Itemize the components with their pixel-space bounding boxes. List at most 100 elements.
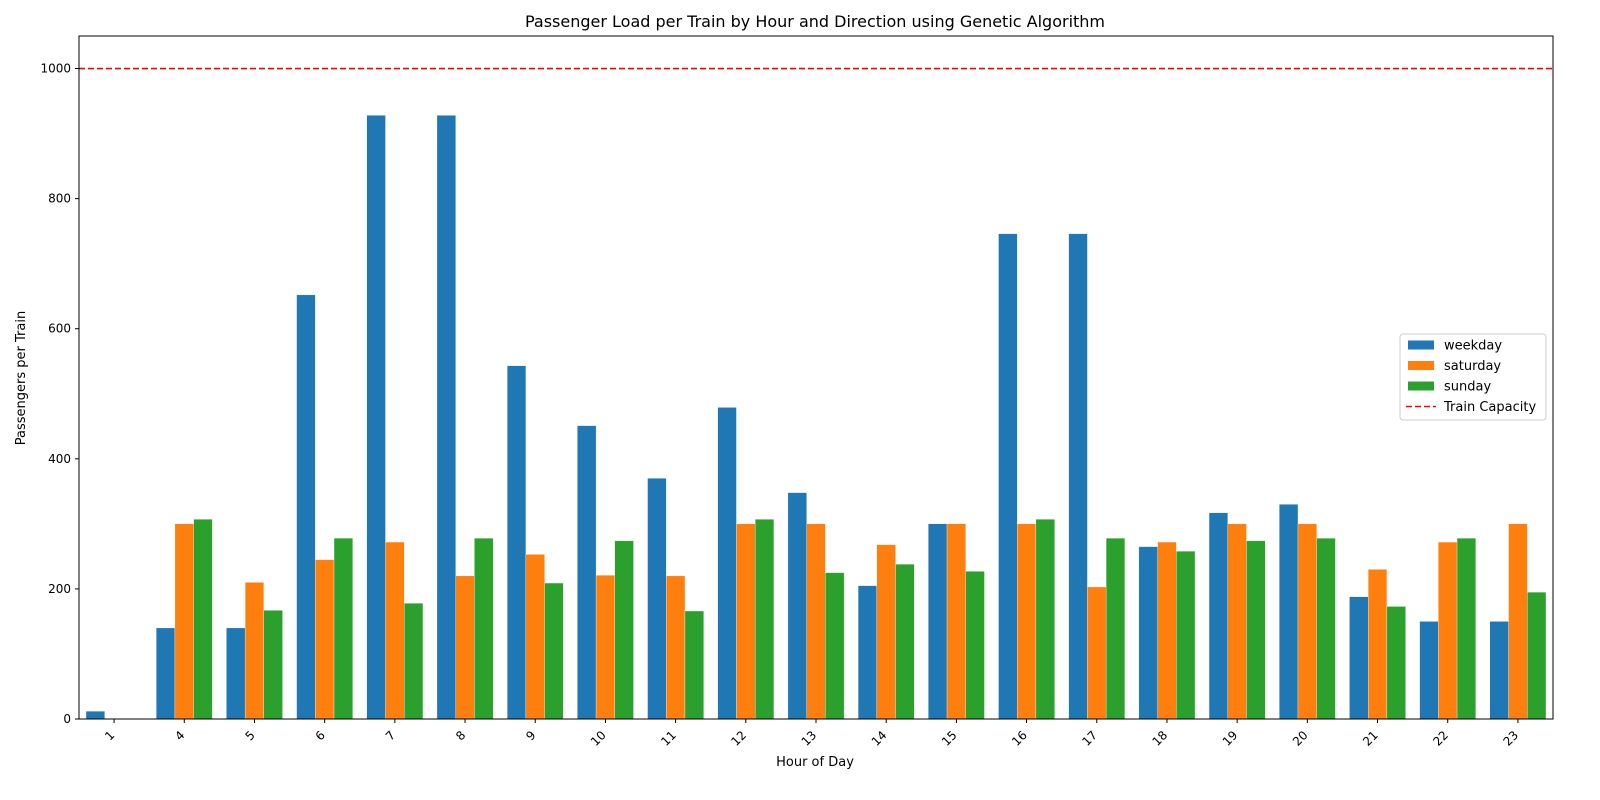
bar-weekday-8: [436, 115, 456, 720]
x-tick-label: 22: [1430, 728, 1451, 749]
bar-saturday-6: [315, 559, 335, 720]
legend-label: saturday: [1444, 359, 1501, 374]
bar-saturday-10: [595, 575, 615, 720]
bar-saturday-9: [525, 554, 545, 720]
bar-sunday-13: [825, 572, 845, 720]
bar-saturday-20: [1297, 523, 1317, 720]
bar-weekday-5: [226, 627, 246, 720]
bar-saturday-7: [385, 541, 405, 720]
bar-weekday-14: [857, 585, 877, 720]
bar-weekday-6: [296, 294, 316, 720]
bar-saturday-18: [1157, 541, 1177, 720]
x-tick-label: 16: [1009, 728, 1030, 749]
bar-weekday-23: [1489, 621, 1509, 720]
bar-weekday-19: [1208, 512, 1228, 720]
bar-sunday-23: [1527, 592, 1547, 720]
bar-sunday-4: [193, 519, 213, 720]
bar-saturday-14: [876, 544, 896, 720]
x-tick-label: 20: [1290, 728, 1311, 749]
bar-weekday-21: [1349, 596, 1369, 720]
bar-saturday-13: [806, 523, 826, 720]
y-axis-label: Passengers per Train: [14, 311, 29, 445]
x-tick-label: 6: [313, 728, 328, 743]
x-tick-label: 10: [588, 728, 609, 749]
bar-saturday-15: [946, 523, 966, 720]
bar-weekday-20: [1279, 504, 1299, 720]
bar-weekday-9: [507, 365, 527, 720]
x-tick-label: 7: [383, 728, 398, 743]
x-tick-label: 13: [799, 728, 820, 749]
chart-title: Passenger Load per Train by Hour and Dir…: [525, 12, 1105, 31]
bar-weekday-7: [366, 115, 386, 720]
legend-swatch-sunday: [1408, 381, 1434, 391]
bar-saturday-19: [1227, 523, 1247, 720]
bar-saturday-8: [455, 575, 475, 720]
x-axis: 1 4 5 6 7 8 9 10 11 12 13 14 15 16 17 18 19 20 21 22 23: [102, 719, 1521, 749]
y-axis: 0 200 400 600 800 1000: [40, 62, 79, 726]
bar-sunday-18: [1176, 551, 1196, 720]
bar-sunday-6: [333, 538, 353, 720]
bar-weekday-4: [156, 627, 176, 720]
bar-saturday-5: [244, 582, 264, 720]
bar-sunday-9: [544, 582, 564, 720]
legend-swatch-weekday: [1408, 340, 1434, 350]
bar-saturday-16: [1017, 523, 1037, 720]
bar-weekday-15: [928, 523, 948, 720]
bar-sunday-22: [1456, 538, 1476, 720]
bar-sunday-12: [755, 519, 775, 720]
bar-saturday-11: [666, 575, 686, 720]
x-tick-label: 14: [869, 728, 890, 749]
bar-weekday-12: [717, 407, 737, 720]
bar-sunday-21: [1386, 606, 1406, 720]
bar-sunday-16: [1035, 519, 1055, 720]
bar-weekday-17: [1068, 233, 1088, 720]
bar-weekday-18: [1138, 546, 1158, 720]
x-tick-label: 8: [453, 728, 468, 743]
bar-sunday-15: [965, 571, 985, 720]
legend: weekday saturday sunday Train Capacity: [1399, 333, 1547, 421]
bar-saturday-12: [736, 523, 756, 720]
bar-sunday-8: [474, 538, 494, 720]
bar-sunday-19: [1246, 540, 1266, 720]
x-tick-label: 4: [172, 728, 187, 743]
y-tick-label: 1000: [40, 62, 71, 76]
y-tick-label: 400: [48, 452, 71, 466]
bar-weekday-13: [787, 492, 807, 720]
bar-sunday-7: [404, 603, 424, 720]
bar-weekday-22: [1419, 621, 1439, 720]
x-tick-label: 23: [1500, 728, 1521, 749]
x-tick-label: 11: [658, 728, 679, 749]
bar-sunday-14: [895, 564, 915, 720]
x-tick-label: 19: [1220, 728, 1241, 749]
bar-sunday-10: [614, 540, 634, 720]
legend-box: [1399, 333, 1547, 421]
legend-label: sunday: [1444, 380, 1491, 395]
bars-group: [85, 115, 1547, 720]
x-tick-label: 17: [1079, 728, 1100, 749]
bar-saturday-17: [1087, 586, 1107, 720]
bar-sunday-11: [684, 610, 704, 720]
bar-weekday-11: [647, 478, 667, 720]
bar-saturday-22: [1438, 541, 1458, 720]
legend-label: Train Capacity: [1443, 400, 1536, 415]
legend-label: weekday: [1444, 339, 1502, 354]
x-tick-label: 12: [728, 728, 749, 749]
x-tick-label: 21: [1360, 728, 1381, 749]
plot-frame: [78, 35, 1554, 720]
y-tick-label: 0: [63, 712, 71, 726]
bar-saturday-4: [174, 523, 194, 720]
bar-weekday-1: [85, 711, 105, 720]
x-tick-label: 18: [1150, 728, 1171, 749]
x-axis-label: Hour of Day: [776, 755, 854, 770]
bar-sunday-5: [263, 610, 283, 720]
y-tick-label: 600: [48, 322, 71, 336]
bar-saturday-23: [1508, 523, 1528, 720]
x-tick-label: 15: [939, 728, 960, 749]
bar-weekday-16: [998, 233, 1018, 720]
bar-sunday-17: [1105, 538, 1125, 720]
x-tick-label: 9: [523, 728, 538, 743]
y-tick-label: 200: [48, 582, 71, 596]
y-tick-label: 800: [48, 192, 71, 206]
